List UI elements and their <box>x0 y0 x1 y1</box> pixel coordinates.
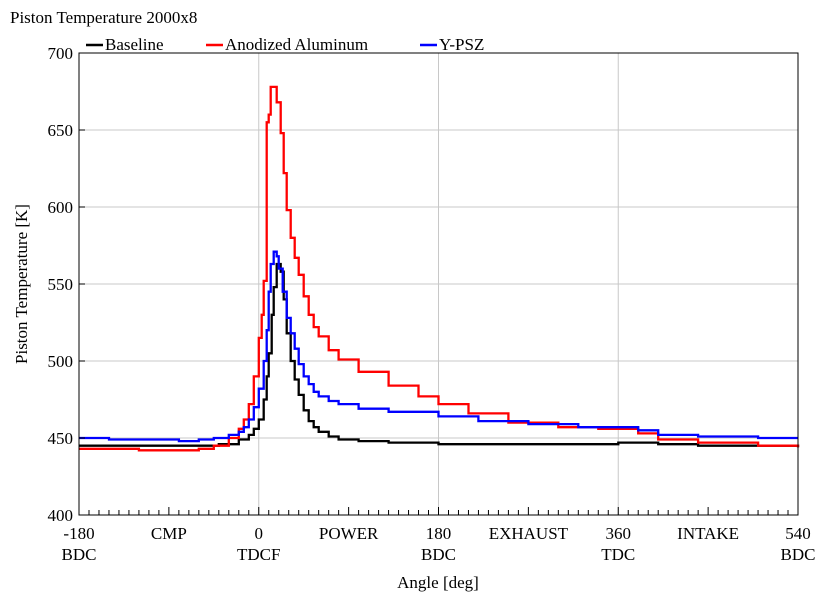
chart-title: Piston Temperature 2000x8 <box>10 8 197 27</box>
phase-label: INTAKE <box>677 524 739 543</box>
y-axis: 400 450 500 550 600 650 700 <box>48 44 85 525</box>
x-axis: -180 BDC 0 TDCF 180 BDC 360 TDC 540 BDC <box>62 507 816 564</box>
y-tick-label: 600 <box>48 198 74 217</box>
x-tick-label: 180 <box>426 524 452 543</box>
x-tick-label: 540 <box>785 524 811 543</box>
legend: Baseline Anodized Aluminum Y-PSZ <box>86 35 484 54</box>
x-tick-sublabel: BDC <box>62 545 97 564</box>
x-tick-sublabel: TDCF <box>237 545 280 564</box>
series-line <box>79 85 800 452</box>
y-axis-label: Piston Temperature [K] <box>12 204 31 364</box>
legend-label: Anodized Aluminum <box>225 35 368 54</box>
x-tick-sublabel: TDC <box>601 545 635 564</box>
y-tick-label: 450 <box>48 429 74 448</box>
phase-labels: CMP POWER EXHAUST INTAKE <box>151 524 739 543</box>
y-tick-label: 650 <box>48 121 74 140</box>
series-lines <box>79 85 800 452</box>
phase-label: EXHAUST <box>489 524 569 543</box>
legend-label: Baseline <box>105 35 164 54</box>
phase-label: POWER <box>319 524 379 543</box>
y-tick-label: 700 <box>48 44 74 63</box>
y-tick-label: 400 <box>48 506 74 525</box>
x-tick-label: -180 <box>63 524 94 543</box>
phase-label: CMP <box>151 524 187 543</box>
grid <box>79 53 798 515</box>
series-line <box>79 262 800 448</box>
y-tick-label: 500 <box>48 352 74 371</box>
series-line <box>79 250 798 443</box>
x-tick-sublabel: BDC <box>421 545 456 564</box>
legend-label: Y-PSZ <box>439 35 484 54</box>
x-axis-label: Angle [deg] <box>397 573 479 592</box>
y-tick-label: 550 <box>48 275 74 294</box>
x-tick-sublabel: BDC <box>781 545 816 564</box>
x-tick-label: 0 <box>255 524 264 543</box>
x-tick-label: 360 <box>606 524 632 543</box>
